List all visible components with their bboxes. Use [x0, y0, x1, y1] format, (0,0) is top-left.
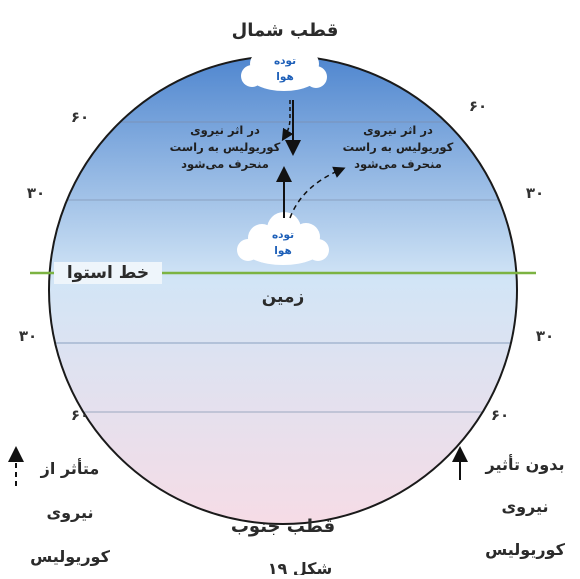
note-right-line-2: کوریولیس به راست [343, 140, 454, 155]
latitude-label-60n-right: ۶۰ [469, 97, 487, 115]
note-right-line-1: در اثر نیروی [363, 123, 433, 138]
legend-affected-line-3: کوریولیس [30, 547, 110, 566]
cloud-top-line-1: توده [274, 55, 296, 67]
legend-affected-line-1: متأثر از [40, 458, 100, 478]
note-right: در اثر نیروی کوریولیس به راست منحرف می‌ش… [343, 123, 454, 172]
arrow-up-dashed-deflected [289, 166, 346, 219]
cloud-middle-line-2: هوا [274, 245, 291, 257]
note-left: در اثر نیروی کوریولیس به راست منحرف می‌ش… [170, 123, 281, 172]
note-right-line-3: منحرف می‌شود [354, 157, 442, 172]
latitude-label-30n-right: ۳۰ [526, 184, 544, 202]
earth-globe [49, 56, 517, 524]
equator-label-bg [54, 262, 162, 284]
latitude-label-60n-left: ۶۰ [71, 108, 89, 126]
latitude-label-30s-right: ۳۰ [536, 327, 554, 345]
cloud-air-mass-top: توده هوا [241, 40, 327, 91]
latitude-label-60s-left: ۶۰ [71, 406, 89, 424]
legend-affected-line-2: نیروی [46, 503, 93, 522]
note-left-line-1: در اثر نیروی [190, 123, 260, 138]
legend-not-affected-line-3: کوریولیس [485, 540, 565, 559]
latitude-label-30n-left: ۳۰ [27, 184, 45, 202]
latitude-label-30s-left: ۳۰ [19, 327, 37, 345]
cloud-top-line-2: هوا [276, 71, 293, 83]
north-pole-label: قطب شمال [232, 20, 339, 41]
cloud-air-mass-middle: توده هوا [237, 212, 329, 265]
legend-affected: متأثر از نیروی کوریولیس [8, 446, 111, 566]
legend-not-affected-line-1: بدون تأثیر [485, 454, 565, 474]
legend-not-affected: بدون تأثیر نیروی کوریولیس [452, 446, 566, 559]
latitude-label-60s-right: ۶۰ [491, 406, 509, 424]
note-left-line-2: کوریولیس به راست [170, 140, 281, 155]
legend-not-affected-line-2: نیروی [501, 497, 548, 516]
south-pole-label: قطب جنوب [231, 516, 335, 537]
cloud-middle-line-1: توده [272, 229, 294, 241]
equator-label: خط استوا [67, 263, 149, 283]
earth-label: زمین [262, 287, 305, 307]
figure-caption: شکل ۱۹ [268, 559, 332, 575]
note-left-line-3: منحرف می‌شود [181, 157, 269, 172]
